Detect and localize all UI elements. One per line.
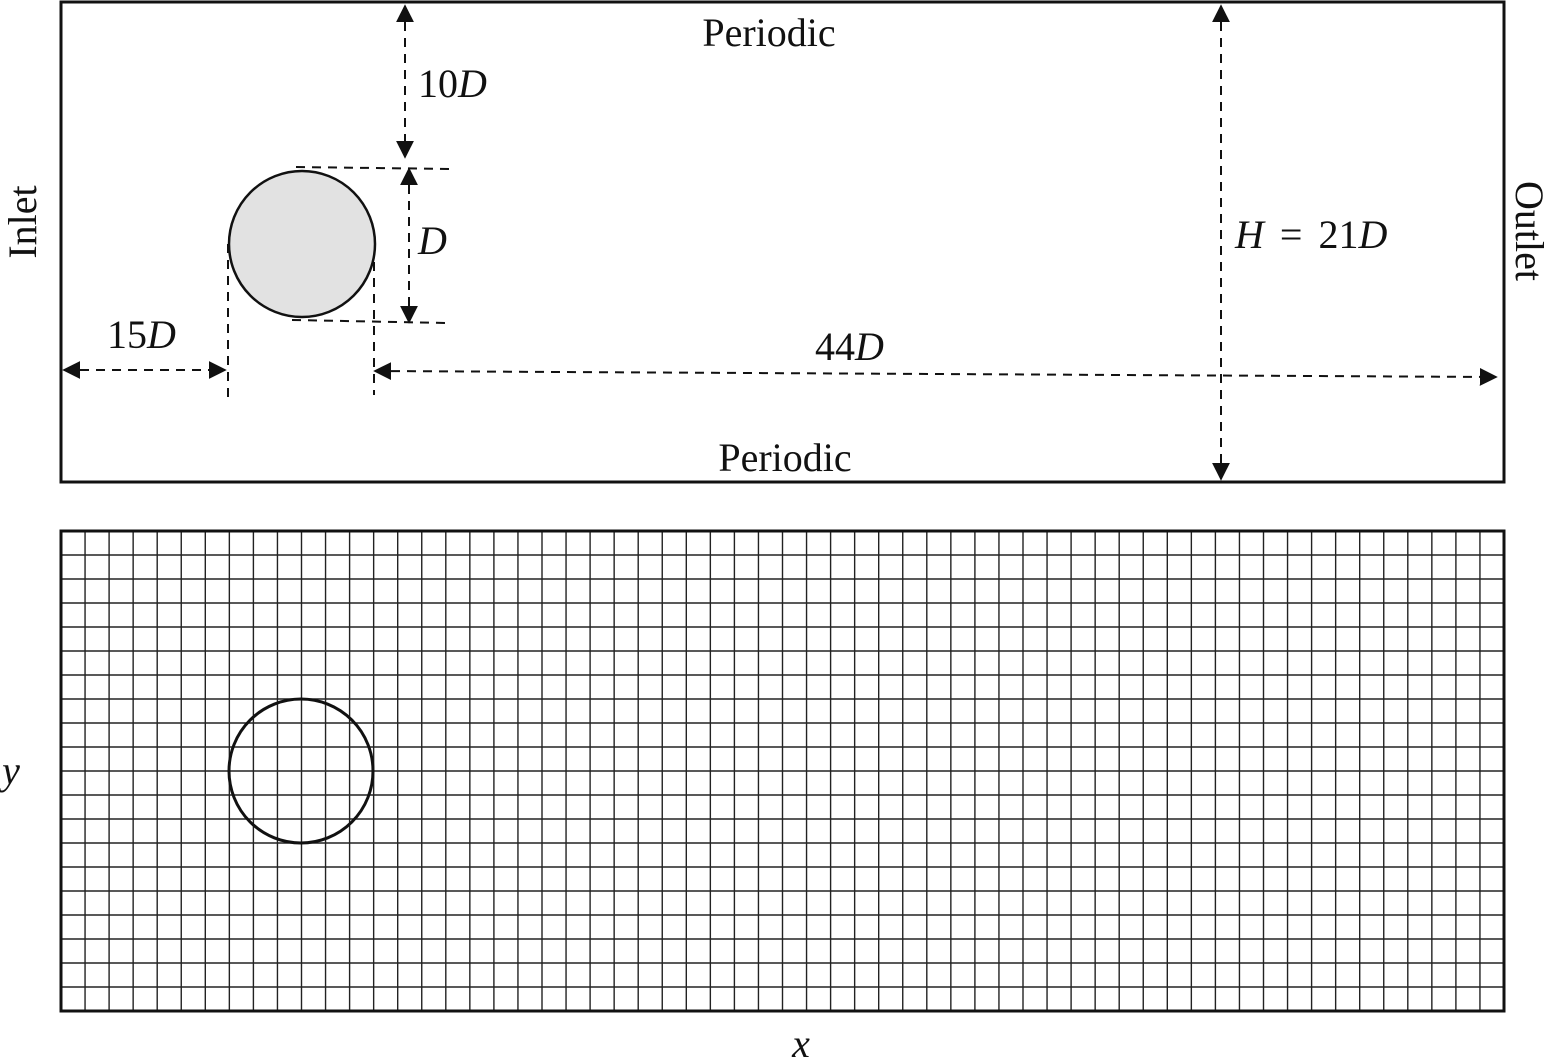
cylinder	[227, 169, 377, 319]
cylinder-top-tangent	[295, 166, 454, 170]
cylinder-bottom-tangent	[291, 319, 449, 324]
x-axis-label: x	[791, 1021, 810, 1061]
y-axis-label: y	[0, 748, 20, 793]
mesh-cylinder-outline	[227, 697, 375, 845]
dim-height-label: H = 21D	[1234, 212, 1387, 257]
dim-diameter-label: D	[417, 218, 447, 263]
bottom-boundary-label: Periodic	[718, 435, 851, 480]
dim-upstream-label: 15D	[107, 312, 176, 357]
mesh-grid	[61, 531, 1504, 1011]
dim-downstream-arrow	[373, 362, 1498, 386]
dim-downstream-label: 44D	[815, 324, 884, 369]
dim-top-gap-label: 10D	[418, 61, 487, 106]
domain-boundary	[59, 0, 1506, 484]
outlet-boundary-label: Outlet	[1507, 181, 1544, 281]
inlet-boundary-label: Inlet	[0, 185, 45, 258]
top-boundary-label: Periodic	[702, 10, 835, 55]
domain-panel: 10D D 15D 44D H = 21D Periodic Periodic In…	[0, 0, 1544, 484]
mesh-boundary	[59, 529, 1506, 1013]
mesh-panel: x y	[0, 529, 1506, 1061]
